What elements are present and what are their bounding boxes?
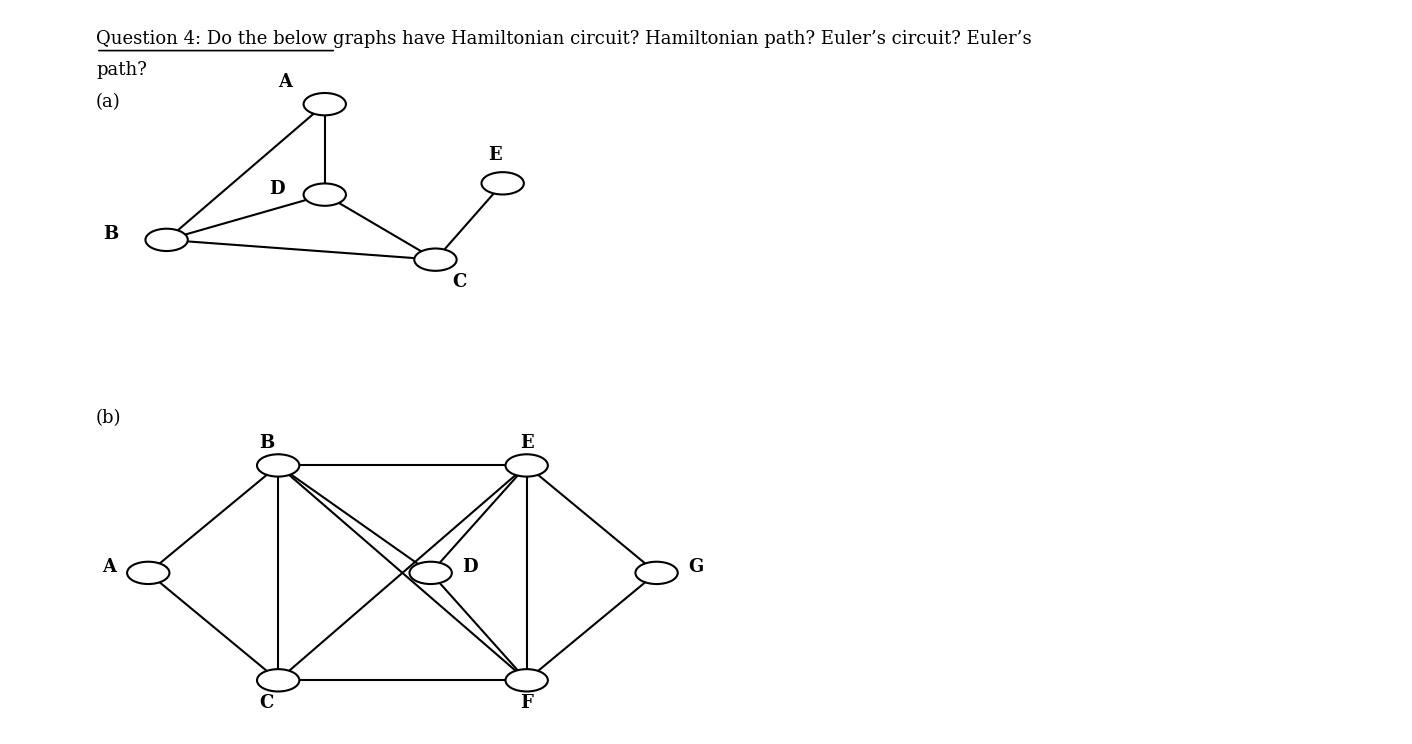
Circle shape	[257, 455, 299, 477]
Text: D: D	[462, 558, 479, 576]
Text: E: E	[489, 146, 501, 164]
Text: C: C	[452, 273, 466, 291]
Circle shape	[304, 184, 346, 206]
Circle shape	[635, 562, 678, 584]
Text: A: A	[278, 73, 292, 91]
Text: (a): (a)	[96, 93, 121, 111]
Circle shape	[304, 93, 346, 115]
Text: D: D	[270, 180, 285, 198]
Circle shape	[409, 562, 452, 584]
Circle shape	[145, 228, 188, 251]
Text: G: G	[689, 558, 703, 576]
Text: (b): (b)	[96, 409, 121, 427]
Circle shape	[257, 669, 299, 691]
Circle shape	[414, 248, 456, 271]
Text: B: B	[260, 434, 274, 452]
Text: C: C	[260, 694, 274, 712]
Text: Question 4: Do the below graphs have Hamiltonian circuit? Hamiltonian path? Eule: Question 4: Do the below graphs have Ham…	[96, 30, 1032, 48]
Text: B: B	[103, 225, 119, 243]
Circle shape	[505, 455, 548, 477]
Text: path?: path?	[96, 61, 147, 79]
Text: F: F	[520, 694, 534, 712]
Circle shape	[505, 669, 548, 691]
Text: E: E	[520, 434, 534, 452]
Circle shape	[127, 562, 169, 584]
Circle shape	[481, 172, 524, 194]
Text: A: A	[102, 558, 116, 576]
